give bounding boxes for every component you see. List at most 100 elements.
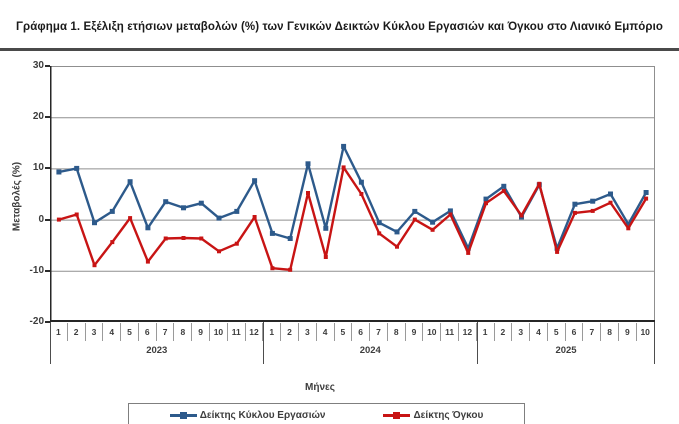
series-marker-turnover — [323, 225, 329, 231]
x-month-label: 12 — [246, 323, 264, 341]
series-marker-volume — [341, 165, 346, 170]
series-marker-volume — [110, 240, 115, 245]
x-year-label: 2025 — [555, 345, 577, 356]
series-marker-volume — [644, 196, 649, 201]
x-month-label: 6 — [352, 323, 371, 341]
series-marker-turnover — [56, 169, 62, 175]
legend-line-turnover-icon — [169, 411, 197, 419]
legend-label-turnover: Δείκτης Κύκλου Εργασιών — [199, 409, 326, 421]
series-marker-volume — [395, 244, 399, 249]
series-marker-turnover — [608, 191, 613, 197]
title-divider — [0, 48, 679, 51]
y-tick-mark — [45, 321, 50, 323]
y-tick-mark — [45, 269, 50, 272]
x-month-label: 2 — [68, 323, 86, 341]
legend-line-volume-icon — [383, 411, 411, 419]
plot-area — [50, 66, 655, 322]
x-month-label: 3 — [86, 323, 104, 341]
y-tick-label: 20 — [32, 111, 44, 123]
series-line-turnover — [58, 145, 648, 250]
series-marker-turnover — [181, 205, 186, 211]
x-month-label: 8 — [601, 323, 619, 341]
x-month-label: 6 — [139, 323, 157, 341]
chart-title: Γράφημα 1. Εξέλιξη ετήσιων μεταβολών (%)… — [15, 21, 664, 33]
x-month-label: 5 — [335, 323, 353, 341]
series-marker-turnover — [163, 199, 169, 205]
series-marker-volume — [501, 188, 506, 193]
x-month-label: 9 — [406, 323, 424, 341]
x-month-label: 5 — [548, 323, 566, 341]
series-marker-volume — [74, 212, 79, 217]
series-marker-volume — [555, 249, 560, 254]
series-marker-turnover — [447, 208, 453, 214]
x-month-label: 4 — [317, 323, 335, 341]
series-marker-volume — [128, 216, 133, 221]
series-marker-turnover — [430, 219, 436, 225]
x-month-label: 8 — [388, 323, 406, 341]
legend-item-turnover: Δείκτης Κύκλου Εργασιών — [169, 409, 326, 421]
series-marker-turnover — [341, 143, 347, 149]
series-marker-turnover — [252, 178, 258, 184]
series-marker-turnover — [483, 196, 489, 202]
series-marker-volume — [484, 201, 488, 206]
series-marker-volume — [145, 259, 150, 264]
series-marker-volume — [572, 210, 577, 215]
series-marker-volume — [519, 213, 524, 218]
series-marker-turnover — [269, 230, 275, 236]
series-marker-turnover — [92, 220, 97, 226]
legend-marker-volume-icon — [393, 411, 401, 419]
series-marker-turnover — [501, 183, 507, 189]
x-month-label: 12 — [459, 323, 477, 341]
x-month-label: 7 — [157, 323, 175, 341]
x-month-label: 4 — [103, 323, 122, 341]
y-tick-mark — [45, 218, 50, 221]
series-marker-volume — [590, 208, 595, 213]
x-year-label: 2024 — [359, 345, 381, 356]
series-marker-turnover — [109, 208, 115, 214]
series-marker-turnover — [305, 161, 311, 167]
series-marker-turnover — [625, 221, 631, 227]
series-marker-volume — [270, 266, 275, 271]
x-month-label: 2 — [281, 323, 299, 341]
series-marker-volume — [466, 250, 471, 255]
legend-box: Δείκτης Κύκλου Εργασιών Δείκτης Όγκου — [128, 403, 525, 424]
series-marker-volume — [199, 236, 204, 241]
x-month-label: 4 — [530, 323, 548, 341]
x-month-label: 1 — [50, 323, 68, 341]
series-marker-volume — [359, 192, 364, 196]
series-marker-volume — [234, 241, 239, 246]
x-month-label: 9 — [192, 323, 211, 341]
y-tick-mark — [45, 116, 50, 119]
x-month-label: 7 — [370, 323, 388, 341]
legend-label-volume: Δείκτης Όγκου — [413, 409, 484, 421]
series-marker-volume — [252, 215, 257, 219]
x-month-label: 3 — [299, 323, 317, 341]
series-marker-turnover — [394, 229, 400, 235]
series-marker-turnover — [358, 179, 364, 185]
series-marker-volume — [56, 217, 61, 222]
x-month-label: 1 — [263, 323, 282, 341]
x-month-label: 7 — [583, 323, 602, 341]
y-tick-label: 0 — [38, 213, 44, 225]
series-marker-turnover — [376, 220, 382, 226]
chart-canvas — [50, 66, 655, 322]
series-marker-turnover — [590, 198, 596, 204]
series-marker-volume — [377, 231, 382, 236]
series-marker-volume — [92, 263, 97, 268]
x-month-label: 10 — [637, 323, 655, 341]
series-marker-turnover — [643, 190, 649, 195]
series-marker-turnover — [198, 200, 204, 206]
series-marker-volume — [430, 227, 435, 232]
x-month-label: 3 — [512, 323, 531, 341]
legend-marker-turnover-icon — [179, 411, 187, 419]
series-marker-turnover — [127, 179, 133, 185]
x-month-label: 10 — [210, 323, 228, 341]
series-marker-turnover — [465, 245, 471, 251]
series-marker-volume — [323, 255, 328, 259]
y-tick-mark — [45, 65, 50, 67]
series-line-volume — [58, 166, 648, 272]
series-marker-turnover — [74, 165, 80, 171]
x-axis-years: 2023 2024 2025 — [50, 343, 655, 361]
x-month-label: 11 — [228, 323, 246, 341]
